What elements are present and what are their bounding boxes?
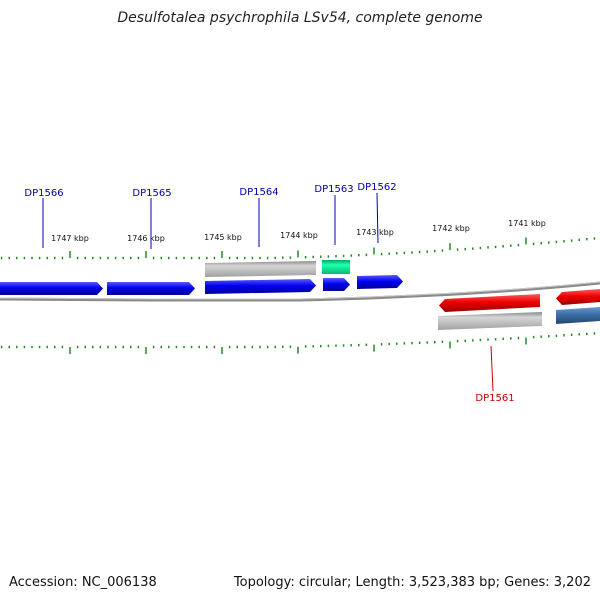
cds-dp1564[interactable]: [205, 279, 316, 294]
cds-dp1565[interactable]: [107, 282, 195, 295]
tick-marks-outer: [0, 237, 596, 260]
gene-feature-grey-upper[interactable]: [205, 261, 316, 277]
map-title: Desulfotalea psychrophila LSv54, complet…: [117, 10, 483, 26]
cds-dp1566[interactable]: [0, 282, 103, 295]
rna-feature-green[interactable]: [322, 260, 350, 274]
tick-label-1742: 1742 kbp: [432, 224, 470, 233]
other-feature-steel[interactable]: [556, 307, 600, 324]
cds-dp1561[interactable]: [439, 294, 540, 312]
gene-label-dp1561[interactable]: DP1561: [475, 393, 514, 404]
tick-label-1747: 1747 kbp: [51, 234, 89, 243]
tick-label-1744: 1744 kbp: [280, 231, 318, 240]
gene-label-dp1566[interactable]: DP1566: [24, 188, 63, 199]
leader-dp1561: [490, 345, 494, 392]
genome-stats-label: Topology: circular; Length: 3,523,383 bp…: [233, 575, 591, 590]
gene-label-dp1565[interactable]: DP1565: [132, 188, 171, 199]
gene-feature-grey-lower[interactable]: [438, 312, 542, 330]
tick-label-1741: 1741 kbp: [508, 219, 546, 228]
genome-backbone-highlight: [0, 281, 600, 300]
cds-reverse-partial[interactable]: [556, 289, 600, 305]
tick-label-1746: 1746 kbp: [127, 234, 165, 243]
tick-label-1743: 1743 kbp: [356, 228, 394, 237]
cds-dp1563[interactable]: [323, 278, 350, 291]
accession-label: Accession: NC_006138: [9, 575, 157, 590]
gene-label-dp1562[interactable]: DP1562: [357, 182, 396, 193]
genome-backbone: [0, 281, 600, 302]
tick-marks-inner: [0, 332, 596, 354]
cds-dp1562[interactable]: [357, 275, 403, 289]
gene-label-dp1563[interactable]: DP1563: [314, 184, 353, 195]
leader-dp1562: [376, 192, 379, 244]
tick-label-1745: 1745 kbp: [204, 233, 242, 242]
gene-label-dp1564[interactable]: DP1564: [239, 187, 278, 198]
